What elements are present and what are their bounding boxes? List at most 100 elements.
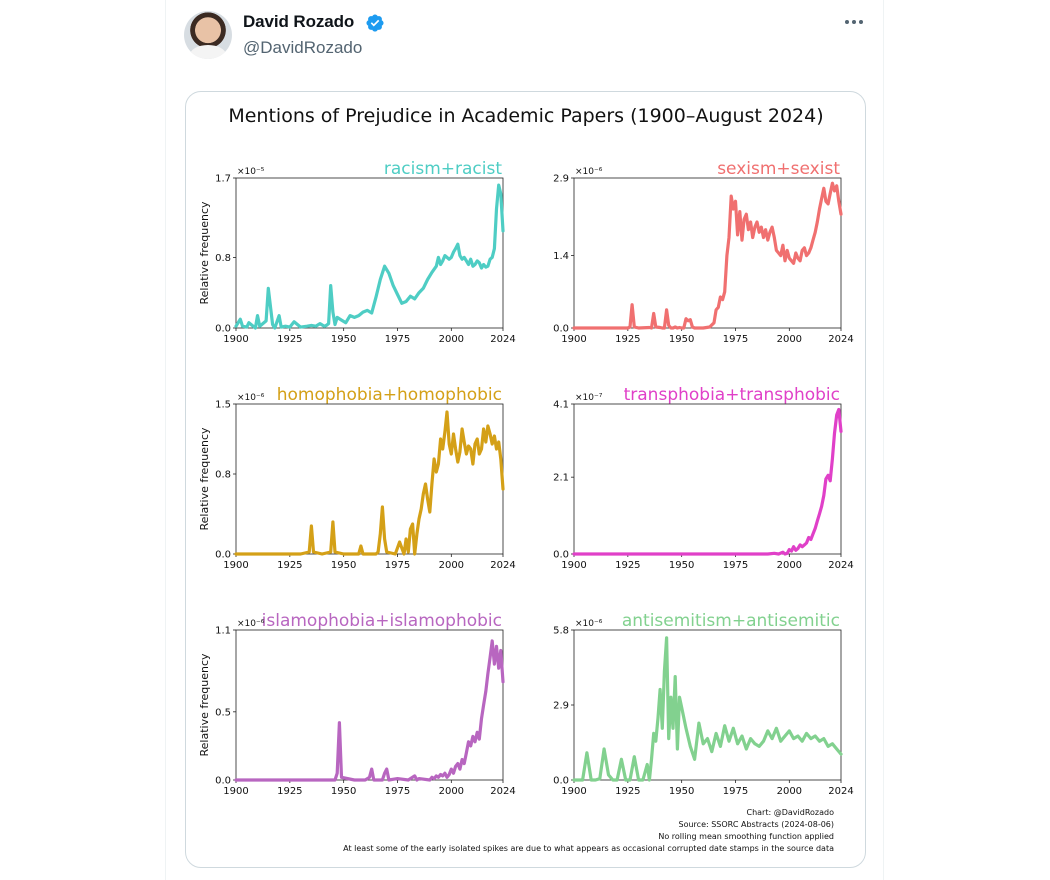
y-tick-label: 2.1 <box>553 473 569 484</box>
x-tick-label: 1900 <box>561 334 586 345</box>
chart-panel-racism+racist: racism+racist ×10⁻⁵ 0.0 0.8 1.7 1900 1925 1950 1… <box>198 159 516 345</box>
more-options-icon[interactable] <box>842 10 866 34</box>
y-tick-label: 2.9 <box>553 701 569 712</box>
x-tick-label: 2024 <box>828 334 853 345</box>
footnote-credit: Chart: @DavidRozado <box>747 808 835 817</box>
x-tick-label: 2024 <box>490 786 515 797</box>
chart-panel-islamophobia+islamophobic: islamophobia+islamophobic×10⁻⁶ 0.0 0.5 1.1 1… <box>198 611 516 797</box>
x-tick-label: 1975 <box>723 560 748 571</box>
x-tick-label: 1975 <box>723 334 748 345</box>
y-tick-label: 0.0 <box>215 550 231 561</box>
x-tick-label: 2000 <box>439 786 464 797</box>
chart-image-card[interactable]: Mentions of Prejudice in Academic Papers… <box>185 91 866 868</box>
y-multiplier: ×10⁻⁷ <box>575 393 603 403</box>
y-axis-label: Relative frequency <box>198 201 211 305</box>
y-tick-label: 1.4 <box>553 251 569 262</box>
chart-panel-antisemitism+antisemitic: antisemitism+antisemitic ×10⁻⁶ 0.0 2.9 5.8 19… <box>553 611 854 797</box>
axes-frame <box>573 629 842 781</box>
axes-frame <box>235 403 504 555</box>
y-tick-label: 0.0 <box>215 324 231 335</box>
y-multiplier: ×10⁻⁶ <box>237 393 265 403</box>
x-tick-label: 1925 <box>615 334 640 345</box>
y-tick-label: 0.8 <box>215 470 231 481</box>
x-tick-label: 2000 <box>439 334 464 345</box>
x-tick-label: 2024 <box>490 334 515 345</box>
series-line <box>572 636 843 782</box>
x-tick-label: 1950 <box>669 786 694 797</box>
series-label: racism+racist <box>384 159 502 179</box>
verified-badge-icon[interactable] <box>365 13 385 33</box>
x-tick-label: 1975 <box>385 786 410 797</box>
x-tick-label: 1900 <box>223 560 248 571</box>
x-tick-label: 1950 <box>331 334 356 345</box>
chart-panel-sexism+sexist: sexism+sexist ×10⁻⁶ 0.0 1.4 2.9 1900 1925 1950 1… <box>553 159 854 345</box>
prejudice-chart-figure: Mentions of Prejudice in Academic Papers… <box>198 105 854 853</box>
footnote-source: Source: SSORC Abstracts (2024-08-06) <box>679 820 834 829</box>
y-tick-label: 0.0 <box>215 776 231 787</box>
axes-frame <box>235 629 504 781</box>
series-label: islamophobia+islamophobic <box>262 611 502 631</box>
y-tick-label: 0.0 <box>553 776 569 787</box>
axes-frame <box>573 403 842 555</box>
y-tick-label: 4.1 <box>553 400 569 411</box>
x-tick-label: 1900 <box>223 334 248 345</box>
x-tick-label: 1975 <box>385 560 410 571</box>
x-tick-label: 1950 <box>331 786 356 797</box>
x-tick-label: 1925 <box>277 786 302 797</box>
timeline-right-border <box>883 0 884 880</box>
footnote-disclaimer: At least some of the early isolated spik… <box>343 844 834 853</box>
series-label: antisemitism+antisemitic <box>622 611 840 631</box>
x-tick-label: 1925 <box>615 560 640 571</box>
series-line <box>572 181 843 330</box>
y-tick-label: 0.5 <box>215 707 231 718</box>
x-tick-label: 2024 <box>828 786 853 797</box>
x-tick-label: 1950 <box>331 560 356 571</box>
series-label: homophobia+homophobic <box>277 385 502 405</box>
series-line <box>234 639 505 782</box>
axes-frame <box>235 177 504 329</box>
x-tick-label: 1975 <box>723 786 748 797</box>
x-tick-label: 1925 <box>615 786 640 797</box>
y-tick-label: 2.9 <box>553 174 569 185</box>
x-tick-label: 1900 <box>223 786 248 797</box>
x-tick-label: 2000 <box>439 560 464 571</box>
author-name[interactable]: David Rozado <box>243 12 355 31</box>
y-tick-label: 1.5 <box>215 400 231 411</box>
x-tick-label: 1900 <box>561 560 586 571</box>
figure-title: Mentions of Prejudice in Academic Papers… <box>228 105 823 127</box>
x-tick-label: 1950 <box>669 560 694 571</box>
avatar[interactable] <box>184 11 232 59</box>
y-tick-label: 0.0 <box>553 550 569 561</box>
y-multiplier: ×10⁻⁶ <box>575 167 603 177</box>
x-tick-label: 1925 <box>277 560 302 571</box>
x-tick-label: 2000 <box>777 334 802 345</box>
footnote-smoothing: No rolling mean smoothing function appli… <box>658 832 834 841</box>
y-axis-label: Relative frequency <box>198 653 211 757</box>
y-multiplier: ×10⁻⁶ <box>575 619 603 629</box>
y-tick-label: 0.0 <box>553 324 569 335</box>
series-line <box>234 410 505 556</box>
timeline-left-border <box>165 0 166 880</box>
x-tick-label: 1900 <box>561 786 586 797</box>
y-axis-label: Relative frequency <box>198 427 211 531</box>
y-tick-label: 1.1 <box>215 626 231 637</box>
chart-panel-homophobia+homophobic: homophobia+homophobic ×10⁻⁶ 0.0 0.8 1.5 1900 1… <box>198 385 516 571</box>
x-tick-label: 2024 <box>490 560 515 571</box>
chart-panel-transphobia+transphobic: transphobia+transphobic ×10⁻⁷ 0.0 2.1 4.1 190… <box>553 385 854 571</box>
x-tick-label: 2024 <box>828 560 853 571</box>
x-tick-label: 1950 <box>669 334 694 345</box>
series-label: sexism+sexist <box>717 159 840 179</box>
tweet-post: David Rozado @DavidRozado <box>166 0 883 880</box>
y-multiplier: ×10⁻⁶ <box>237 619 265 629</box>
y-tick-label: 1.7 <box>215 174 231 185</box>
x-tick-label: 1925 <box>277 334 302 345</box>
y-tick-label: 0.8 <box>215 253 231 264</box>
series-line <box>572 407 843 556</box>
x-tick-label: 2000 <box>777 560 802 571</box>
series-line <box>234 183 505 330</box>
y-multiplier: ×10⁻⁵ <box>237 167 265 177</box>
x-tick-label: 1975 <box>385 334 410 345</box>
x-tick-label: 2000 <box>777 786 802 797</box>
y-tick-label: 5.8 <box>553 626 569 637</box>
author-handle[interactable]: @DavidRozado <box>243 38 363 57</box>
